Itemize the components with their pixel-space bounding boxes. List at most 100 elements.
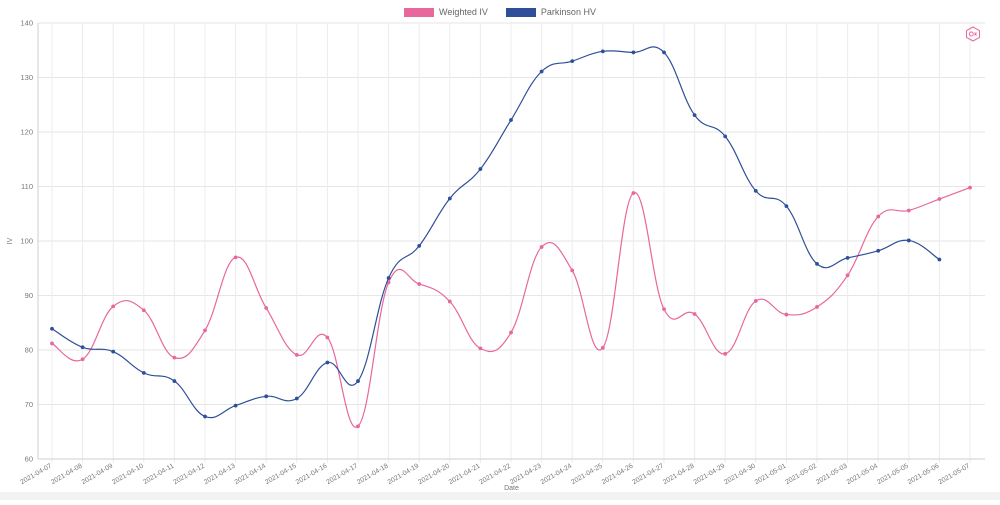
series-line-parkinson-hv — [51, 46, 940, 419]
data-point-weighted-iv[interactable] — [845, 273, 850, 278]
data-point-weighted-iv[interactable] — [539, 245, 544, 249]
legend-item-weighted-iv[interactable]: Weighted IV — [404, 7, 488, 17]
data-point-parkinson-hv[interactable] — [662, 50, 666, 55]
data-point-parkinson-hv[interactable] — [203, 414, 207, 419]
y-tick-label: 120 — [20, 128, 33, 137]
x-tick-label: 2021-05-07 — [937, 463, 971, 487]
x-tick-label: 2021-05-01 — [754, 463, 788, 487]
data-point-parkinson-hv[interactable] — [753, 188, 758, 193]
data-point-weighted-iv[interactable] — [356, 424, 360, 429]
chart-legend: Weighted IV Parkinson HV — [0, 7, 1000, 17]
data-point-parkinson-hv[interactable] — [50, 326, 54, 331]
data-point-parkinson-hv[interactable] — [692, 113, 697, 118]
x-tick-label: 2021-04-16 — [295, 463, 329, 487]
x-tick-label: 2021-05-05 — [876, 463, 910, 487]
data-point-parkinson-hv[interactable] — [447, 196, 452, 201]
y-tick-label: 140 — [20, 19, 33, 28]
data-point-weighted-iv[interactable] — [172, 355, 177, 360]
x-tick-label: 2021-04-30 — [723, 463, 757, 487]
x-axis-title: Date — [504, 485, 519, 492]
data-point-parkinson-hv[interactable] — [600, 49, 605, 54]
y-tick-label: 100 — [20, 237, 33, 246]
data-point-weighted-iv[interactable] — [50, 341, 54, 346]
x-tick-label: 2021-04-15 — [264, 463, 298, 487]
data-point-weighted-iv[interactable] — [815, 305, 819, 309]
data-point-parkinson-hv[interactable] — [570, 59, 575, 64]
data-point-parkinson-hv[interactable] — [845, 255, 850, 260]
data-point-weighted-iv[interactable] — [968, 185, 972, 190]
data-point-parkinson-hv[interactable] — [172, 379, 177, 383]
data-point-weighted-iv[interactable] — [417, 282, 422, 286]
y-tick-label: 60 — [25, 455, 33, 464]
data-point-weighted-iv[interactable] — [753, 299, 758, 303]
grid — [38, 22, 985, 463]
data-point-weighted-iv[interactable] — [325, 335, 330, 340]
data-point-parkinson-hv[interactable] — [906, 238, 911, 243]
data-point-parkinson-hv[interactable] — [723, 134, 728, 139]
data-point-parkinson-hv[interactable] — [937, 257, 942, 262]
data-point-weighted-iv[interactable] — [478, 346, 483, 351]
x-tick-label: 2021-04-09 — [81, 463, 115, 487]
x-tick-label: 2021-04-21 — [448, 463, 482, 487]
data-point-parkinson-hv[interactable] — [815, 261, 819, 266]
data-point-parkinson-hv[interactable] — [509, 118, 513, 122]
x-tick-label: 2021-04-26 — [601, 463, 635, 487]
data-point-weighted-iv[interactable] — [631, 191, 636, 195]
x-tick-label: 2021-05-03 — [815, 463, 849, 487]
x-tick-label: 2021-04-18 — [356, 463, 390, 487]
data-point-weighted-iv[interactable] — [723, 351, 728, 356]
data-point-weighted-iv[interactable] — [233, 255, 238, 260]
legend-swatch-parkinson-hv — [505, 7, 536, 17]
data-point-weighted-iv[interactable] — [203, 328, 207, 333]
x-tick-label: 2021-04-07 — [19, 463, 53, 487]
x-tick-label: 2021-04-28 — [662, 463, 696, 487]
legend-item-parkinson-hv[interactable]: Parkinson HV — [505, 7, 596, 17]
data-point-weighted-iv[interactable] — [111, 304, 116, 309]
data-point-weighted-iv[interactable] — [600, 345, 605, 350]
data-point-weighted-iv[interactable] — [80, 357, 85, 362]
x-tick-label: 2021-04-14 — [234, 463, 268, 487]
data-point-weighted-iv[interactable] — [570, 268, 575, 273]
data-point-parkinson-hv[interactable] — [233, 403, 238, 408]
x-tick-label: 2021-04-12 — [172, 463, 206, 487]
data-point-weighted-iv[interactable] — [784, 312, 789, 317]
data-point-weighted-iv[interactable] — [937, 197, 942, 201]
x-tick-label: 2021-04-23 — [509, 463, 543, 487]
data-point-weighted-iv[interactable] — [692, 312, 697, 316]
data-point-parkinson-hv[interactable] — [876, 248, 881, 253]
data-point-parkinson-hv[interactable] — [80, 345, 85, 350]
data-point-weighted-iv[interactable] — [264, 306, 269, 310]
data-point-weighted-iv[interactable] — [509, 330, 513, 335]
data-point-weighted-iv[interactable] — [141, 308, 146, 313]
y-tick-label: 70 — [25, 400, 33, 409]
data-point-parkinson-hv[interactable] — [264, 394, 269, 399]
data-point-parkinson-hv[interactable] — [294, 396, 299, 401]
x-tick-label: 2021-05-06 — [907, 463, 941, 487]
x-tick-label: 2021-04-13 — [203, 463, 237, 487]
data-point-parkinson-hv[interactable] — [784, 204, 789, 209]
x-tick-label: 2021-04-19 — [387, 463, 421, 487]
data-point-parkinson-hv[interactable] — [325, 360, 330, 365]
y-tick-label: 80 — [25, 346, 33, 355]
data-point-parkinson-hv[interactable] — [386, 276, 391, 280]
y-axis-title: IV — [7, 237, 14, 244]
x-tick-label: 2021-04-27 — [631, 463, 665, 487]
data-point-parkinson-hv[interactable] — [417, 244, 422, 248]
data-point-weighted-iv[interactable] — [876, 214, 881, 219]
data-point-weighted-iv[interactable] — [906, 208, 911, 213]
axes: 607080901001101201301402021-04-072021-04… — [19, 19, 985, 487]
hexagon-logo-icon — [965, 26, 981, 42]
data-point-parkinson-hv[interactable] — [111, 349, 116, 354]
data-point-parkinson-hv[interactable] — [478, 167, 483, 171]
x-tick-label: 2021-04-22 — [478, 463, 512, 487]
data-point-parkinson-hv[interactable] — [539, 69, 544, 74]
data-point-weighted-iv[interactable] — [662, 307, 666, 312]
data-point-parkinson-hv[interactable] — [356, 379, 360, 383]
data-point-weighted-iv[interactable] — [294, 353, 299, 357]
data-point-parkinson-hv[interactable] — [141, 370, 146, 375]
data-point-parkinson-hv[interactable] — [631, 50, 636, 55]
data-point-weighted-iv[interactable] — [447, 299, 452, 304]
y-tick-label: 90 — [25, 291, 33, 300]
x-tick-label: 2021-05-02 — [784, 463, 818, 487]
